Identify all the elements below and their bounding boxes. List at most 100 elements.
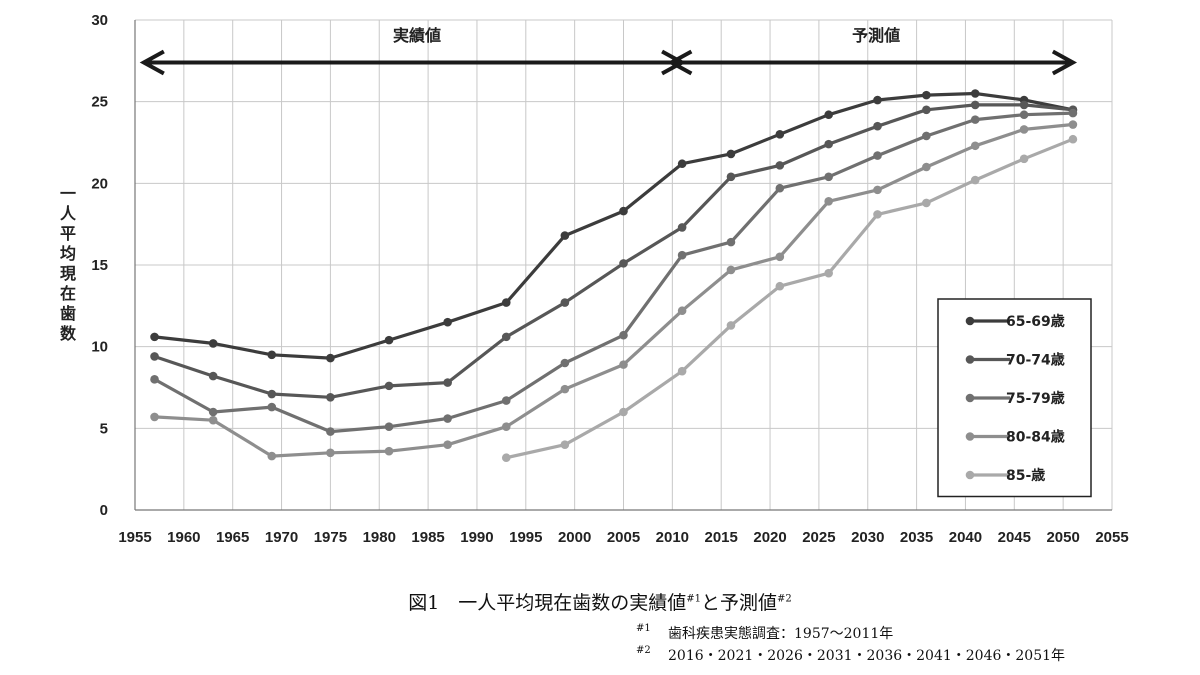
data-point (677, 223, 687, 232)
data-point (443, 414, 452, 423)
period-arrow (667, 49, 1078, 76)
data-point (150, 375, 159, 384)
figure-caption: 図1 一人平均現在歯数の実績値#1と予測値#2 (0, 588, 1200, 615)
data-point (501, 453, 511, 463)
x-tick-label: 1990 (460, 529, 493, 546)
series-65-69歳 (150, 89, 1078, 363)
data-point (873, 151, 882, 160)
legend-label: 85-歳 (1006, 467, 1045, 484)
data-point (619, 330, 628, 340)
data-point (1019, 100, 1029, 110)
x-tick-label: 1955 (118, 529, 151, 546)
data-point (677, 159, 687, 169)
data-point (1019, 110, 1029, 120)
data-point (677, 250, 687, 260)
line-chart: 1955 1960 1965 1970 1975 1980 1985 1990 1995 2000… (60, 12, 1129, 546)
x-tick-label: 2025 (802, 529, 835, 546)
data-point (501, 298, 511, 307)
data-point (922, 131, 931, 141)
y-tick-label: 15 (91, 257, 108, 274)
data-point (1068, 134, 1078, 144)
data-point (501, 332, 511, 342)
y-axis-label: 一人平均現在歯数 (60, 184, 77, 343)
period-arrows: 実績値 予測値 (139, 26, 1078, 76)
x-tick-label: 2015 (705, 529, 738, 546)
series-75-79歳 (150, 108, 1078, 436)
data-point (922, 90, 931, 100)
data-point (873, 185, 882, 195)
data-point (873, 210, 882, 219)
data-point (970, 141, 980, 151)
data-point (208, 415, 218, 425)
x-tick-label: 2055 (1095, 529, 1128, 546)
data-point (873, 121, 882, 131)
data-point (677, 366, 687, 376)
x-tick-label: 2045 (998, 529, 1031, 546)
data-point (560, 298, 570, 307)
data-point (726, 149, 736, 159)
data-point (560, 440, 570, 449)
data-point (677, 306, 687, 316)
data-point (922, 105, 931, 115)
footnote-2: #2 2016・2021・2026・2031・2036・2041・2046・205… (636, 645, 1065, 665)
legend-swatch-marker (965, 470, 975, 480)
x-tick-label: 1980 (363, 529, 396, 546)
data-point (443, 378, 452, 387)
data-point (443, 440, 452, 449)
data-point (824, 139, 833, 149)
data-point (150, 352, 159, 361)
data-point (326, 427, 335, 436)
data-point (922, 198, 931, 208)
legend: 65-69歳 70-74歳 75-79歳 80-84歳 85-歳 (937, 298, 1092, 498)
series-85-歳 (501, 134, 1078, 463)
data-point (267, 350, 277, 360)
footnote-1: #1 歯科疾患実態調査：1957～2011年 (636, 623, 893, 643)
legend-swatch-marker (965, 355, 975, 364)
legend-label: 75-79歳 (1006, 390, 1065, 407)
legend-item: 75-79歳 (965, 390, 1065, 407)
data-point (619, 259, 628, 268)
series-line (153, 103, 1074, 399)
y-tick-label: 20 (91, 175, 108, 192)
data-point (1019, 125, 1029, 134)
x-tick-label: 1965 (216, 529, 249, 546)
x-tick-label: 2030 (851, 529, 884, 546)
data-point (560, 231, 570, 240)
caption-prefix: 図1 一人平均現在歯数の実績値 (408, 592, 687, 614)
data-point (824, 197, 833, 206)
x-tick-label: 1985 (411, 529, 444, 546)
legend-label: 70-74歳 (1006, 352, 1065, 369)
period-label: 実績値 (393, 26, 441, 45)
data-point (970, 175, 980, 185)
data-point (560, 384, 570, 394)
data-point (326, 353, 335, 363)
data-point (560, 358, 570, 368)
series-line (154, 91, 1074, 360)
data-point (726, 265, 736, 275)
x-tick-label: 2035 (900, 529, 933, 546)
series-group (150, 89, 1078, 463)
caption-mark-1: #1 (686, 593, 702, 605)
data-point (384, 335, 394, 345)
data-point (824, 268, 833, 278)
data-point (267, 451, 277, 461)
series-line (153, 111, 1073, 434)
x-tick-label: 2005 (607, 529, 640, 546)
series-80-84歳 (150, 120, 1078, 461)
data-point (619, 206, 628, 216)
data-point (970, 100, 980, 110)
data-point (443, 317, 452, 327)
legend-label: 65-69歳 (1006, 313, 1065, 330)
y-tick-label: 10 (91, 339, 108, 356)
data-point (726, 321, 736, 330)
y-tick-label: 5 (100, 420, 108, 437)
period-label: 予測値 (852, 26, 900, 45)
data-point (267, 389, 277, 399)
data-point (775, 130, 785, 139)
x-tick-label: 1995 (509, 529, 542, 546)
legend-swatch-marker (965, 393, 975, 403)
data-point (619, 360, 628, 369)
data-point (501, 396, 511, 405)
x-tick-label: 1975 (314, 529, 347, 546)
data-point (970, 89, 980, 98)
